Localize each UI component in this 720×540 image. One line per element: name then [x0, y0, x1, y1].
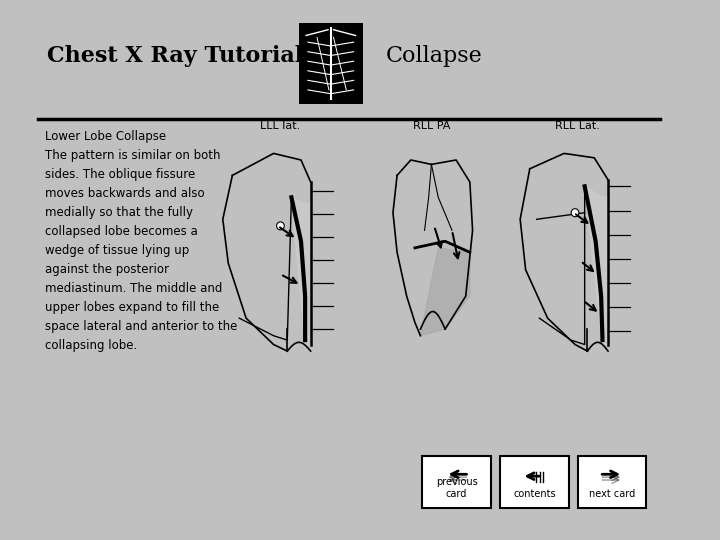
- Text: previous
card: previous card: [436, 477, 477, 498]
- Circle shape: [276, 222, 284, 230]
- Text: Collapse: Collapse: [386, 45, 482, 68]
- Circle shape: [571, 208, 579, 217]
- Text: RLL PA: RLL PA: [413, 121, 450, 131]
- Text: Lower Lobe Collapse
The pattern is similar on both
sides. The oblique fissure
mo: Lower Lobe Collapse The pattern is simil…: [45, 130, 238, 352]
- Polygon shape: [292, 197, 310, 345]
- Polygon shape: [420, 248, 470, 336]
- Bar: [299, 23, 363, 104]
- Text: next card: next card: [589, 489, 635, 498]
- Bar: [422, 456, 491, 508]
- Bar: [500, 456, 569, 508]
- Text: LLL lat.: LLL lat.: [261, 121, 300, 131]
- Text: Chest X Ray Tutorial: Chest X Ray Tutorial: [47, 45, 303, 68]
- Bar: [578, 456, 647, 508]
- Polygon shape: [585, 186, 608, 345]
- Text: contents: contents: [513, 489, 556, 498]
- Text: RLL Lat.: RLL Lat.: [555, 121, 600, 131]
